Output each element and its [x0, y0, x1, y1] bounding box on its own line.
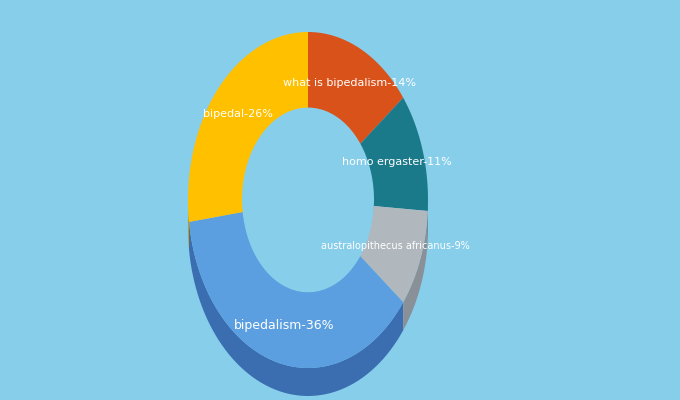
PathPatch shape — [308, 32, 403, 144]
PathPatch shape — [360, 206, 428, 302]
Text: australopithecus africanus-9%: australopithecus africanus-9% — [321, 241, 469, 251]
Text: bipedal-26%: bipedal-26% — [203, 109, 273, 119]
PathPatch shape — [243, 212, 360, 320]
PathPatch shape — [188, 200, 189, 250]
PathPatch shape — [403, 211, 428, 330]
PathPatch shape — [189, 212, 403, 368]
Text: bipedalism-36%: bipedalism-36% — [234, 319, 335, 332]
Text: homo ergaster-11%: homo ergaster-11% — [342, 157, 452, 167]
PathPatch shape — [360, 98, 428, 211]
PathPatch shape — [189, 222, 403, 396]
PathPatch shape — [360, 206, 374, 284]
Text: what is bipedalism-14%: what is bipedalism-14% — [283, 78, 415, 88]
PathPatch shape — [188, 32, 308, 222]
